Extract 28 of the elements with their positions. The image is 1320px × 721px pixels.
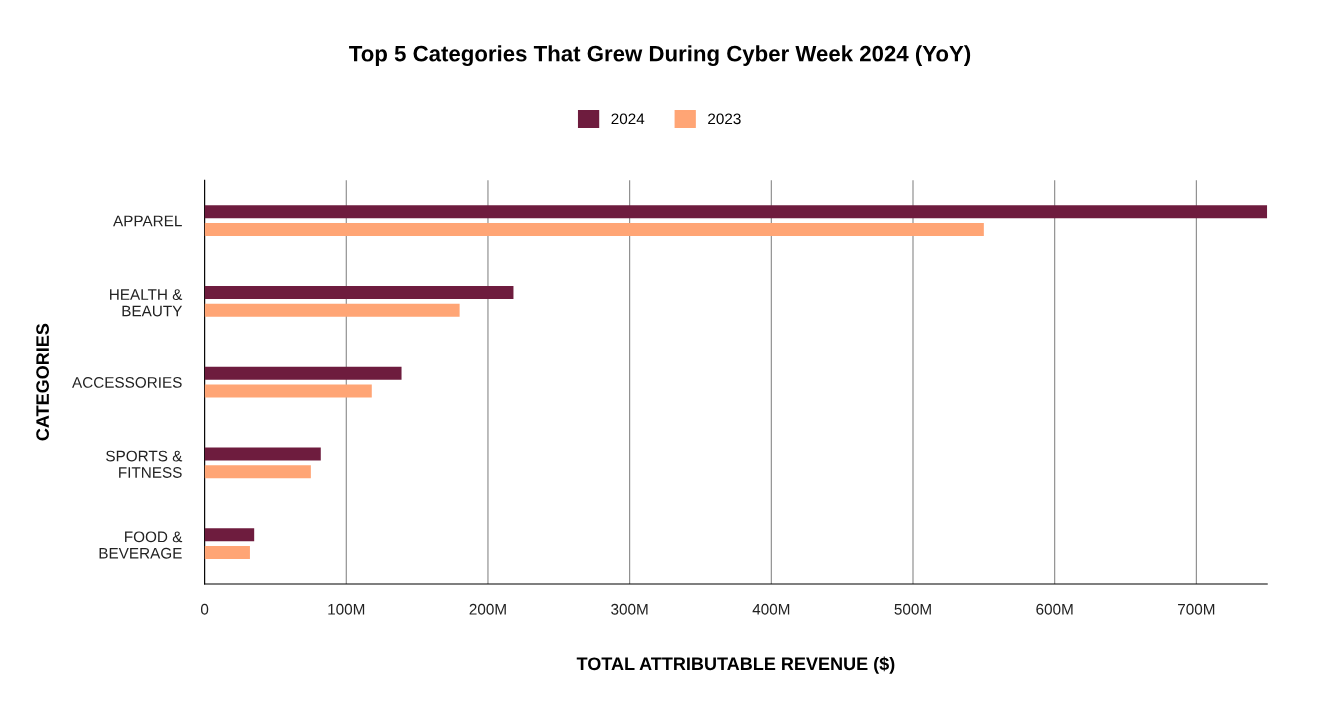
bar: [204, 205, 1268, 219]
y-tick-label: FOOD & BEVERAGE: [99, 531, 183, 559]
bar: [204, 384, 372, 398]
x-tick-label: 400M: [752, 603, 790, 615]
legend-label: 2024: [611, 113, 645, 125]
bar: [204, 465, 311, 479]
x-tick-label: 300M: [611, 603, 648, 615]
bar: [204, 223, 984, 236]
y-tick-label: HEALTH & BEAUTY: [110, 289, 183, 317]
bar: [204, 366, 402, 380]
x-tick-label: 700M: [1178, 603, 1215, 615]
bar: [204, 447, 321, 461]
bar: [204, 286, 514, 299]
bar: [204, 546, 250, 559]
x-tick-label: 0: [200, 603, 209, 615]
y-tick-label: SPORTS & FITNESS: [106, 450, 183, 478]
legend-label: 2023: [708, 113, 741, 125]
bar: [204, 528, 255, 542]
x-tick-label: 200M: [469, 603, 506, 615]
y-tick-label: APPAREL: [113, 215, 182, 227]
x-tick-label: 600M: [1036, 603, 1073, 615]
y-tick-label: ACCESSORIES: [72, 377, 182, 388]
x-tick-label: 100M: [328, 603, 365, 615]
bar: [204, 303, 460, 317]
x-axis-title: TOTAL ATTRIBUTABLE REVENUE ($): [576, 656, 895, 674]
x-tick-label: 500M: [894, 603, 931, 615]
y-axis-title: CATEGORIES: [36, 323, 49, 441]
chart-title: Top 5 Categories That Grew During Cyber Week 2024 (YoY): [349, 45, 971, 66]
